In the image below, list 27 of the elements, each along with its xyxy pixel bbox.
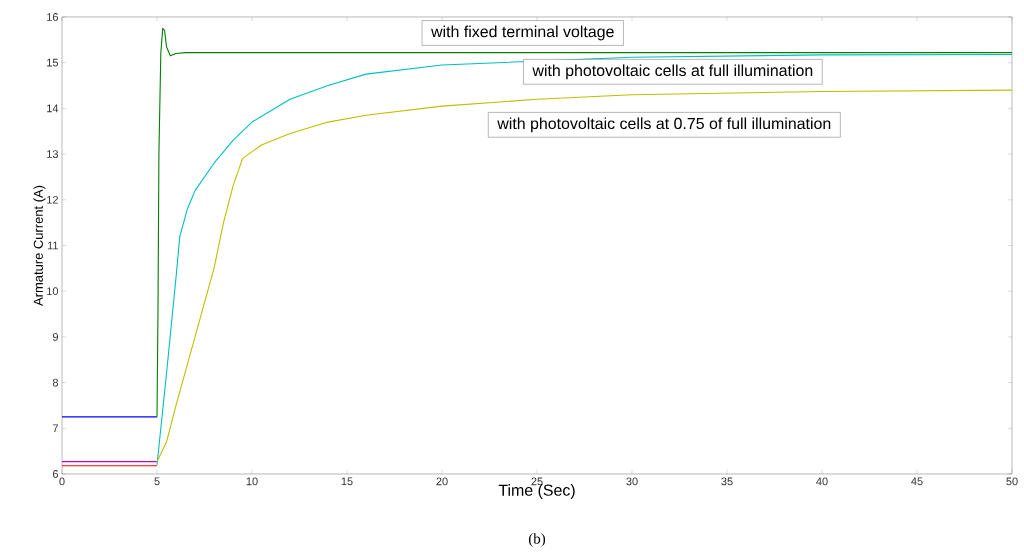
y-tick-label: 14 bbox=[47, 104, 59, 113]
y-tick-label: 16 bbox=[47, 13, 58, 21]
y-tick-label: 11 bbox=[47, 241, 58, 250]
y-tick-label: 7 bbox=[52, 424, 58, 433]
text: (b) bbox=[528, 533, 546, 547]
y-tick-label: 8 bbox=[52, 378, 58, 387]
annotation: with photovoltaic cells at 0.75 of full illumination bbox=[497, 117, 831, 133]
y-tick-label: 13 bbox=[47, 150, 58, 158]
x-tick-label: 45 bbox=[911, 477, 923, 486]
x-tick-label: 30 bbox=[626, 477, 638, 486]
x-tick-label: 35 bbox=[721, 477, 733, 486]
y-tick-label: 9 bbox=[52, 333, 58, 341]
x-tick-label: 50 bbox=[1006, 477, 1018, 486]
x-tick-label: 0 bbox=[59, 477, 65, 486]
annotation: with photovoltaic cells at full illumination bbox=[532, 64, 813, 80]
y-tick-label: 12 bbox=[47, 195, 58, 204]
annotation: with fixed terminal voltage bbox=[431, 25, 614, 41]
x-tick-label: 5 bbox=[154, 477, 160, 486]
y-tick-label: 6 bbox=[52, 470, 58, 478]
x-tick-label: 10 bbox=[246, 477, 258, 486]
x-tick-label: 15 bbox=[341, 477, 353, 486]
x-tick-label: 20 bbox=[436, 477, 448, 486]
x-tick-label: 40 bbox=[816, 477, 828, 486]
y-tick-label: 10 bbox=[47, 287, 59, 296]
y-axis-title: Armature Current (A) bbox=[33, 185, 46, 306]
x-tick-label: 25 bbox=[531, 477, 543, 486]
y-tick-label: 15 bbox=[47, 58, 59, 67]
